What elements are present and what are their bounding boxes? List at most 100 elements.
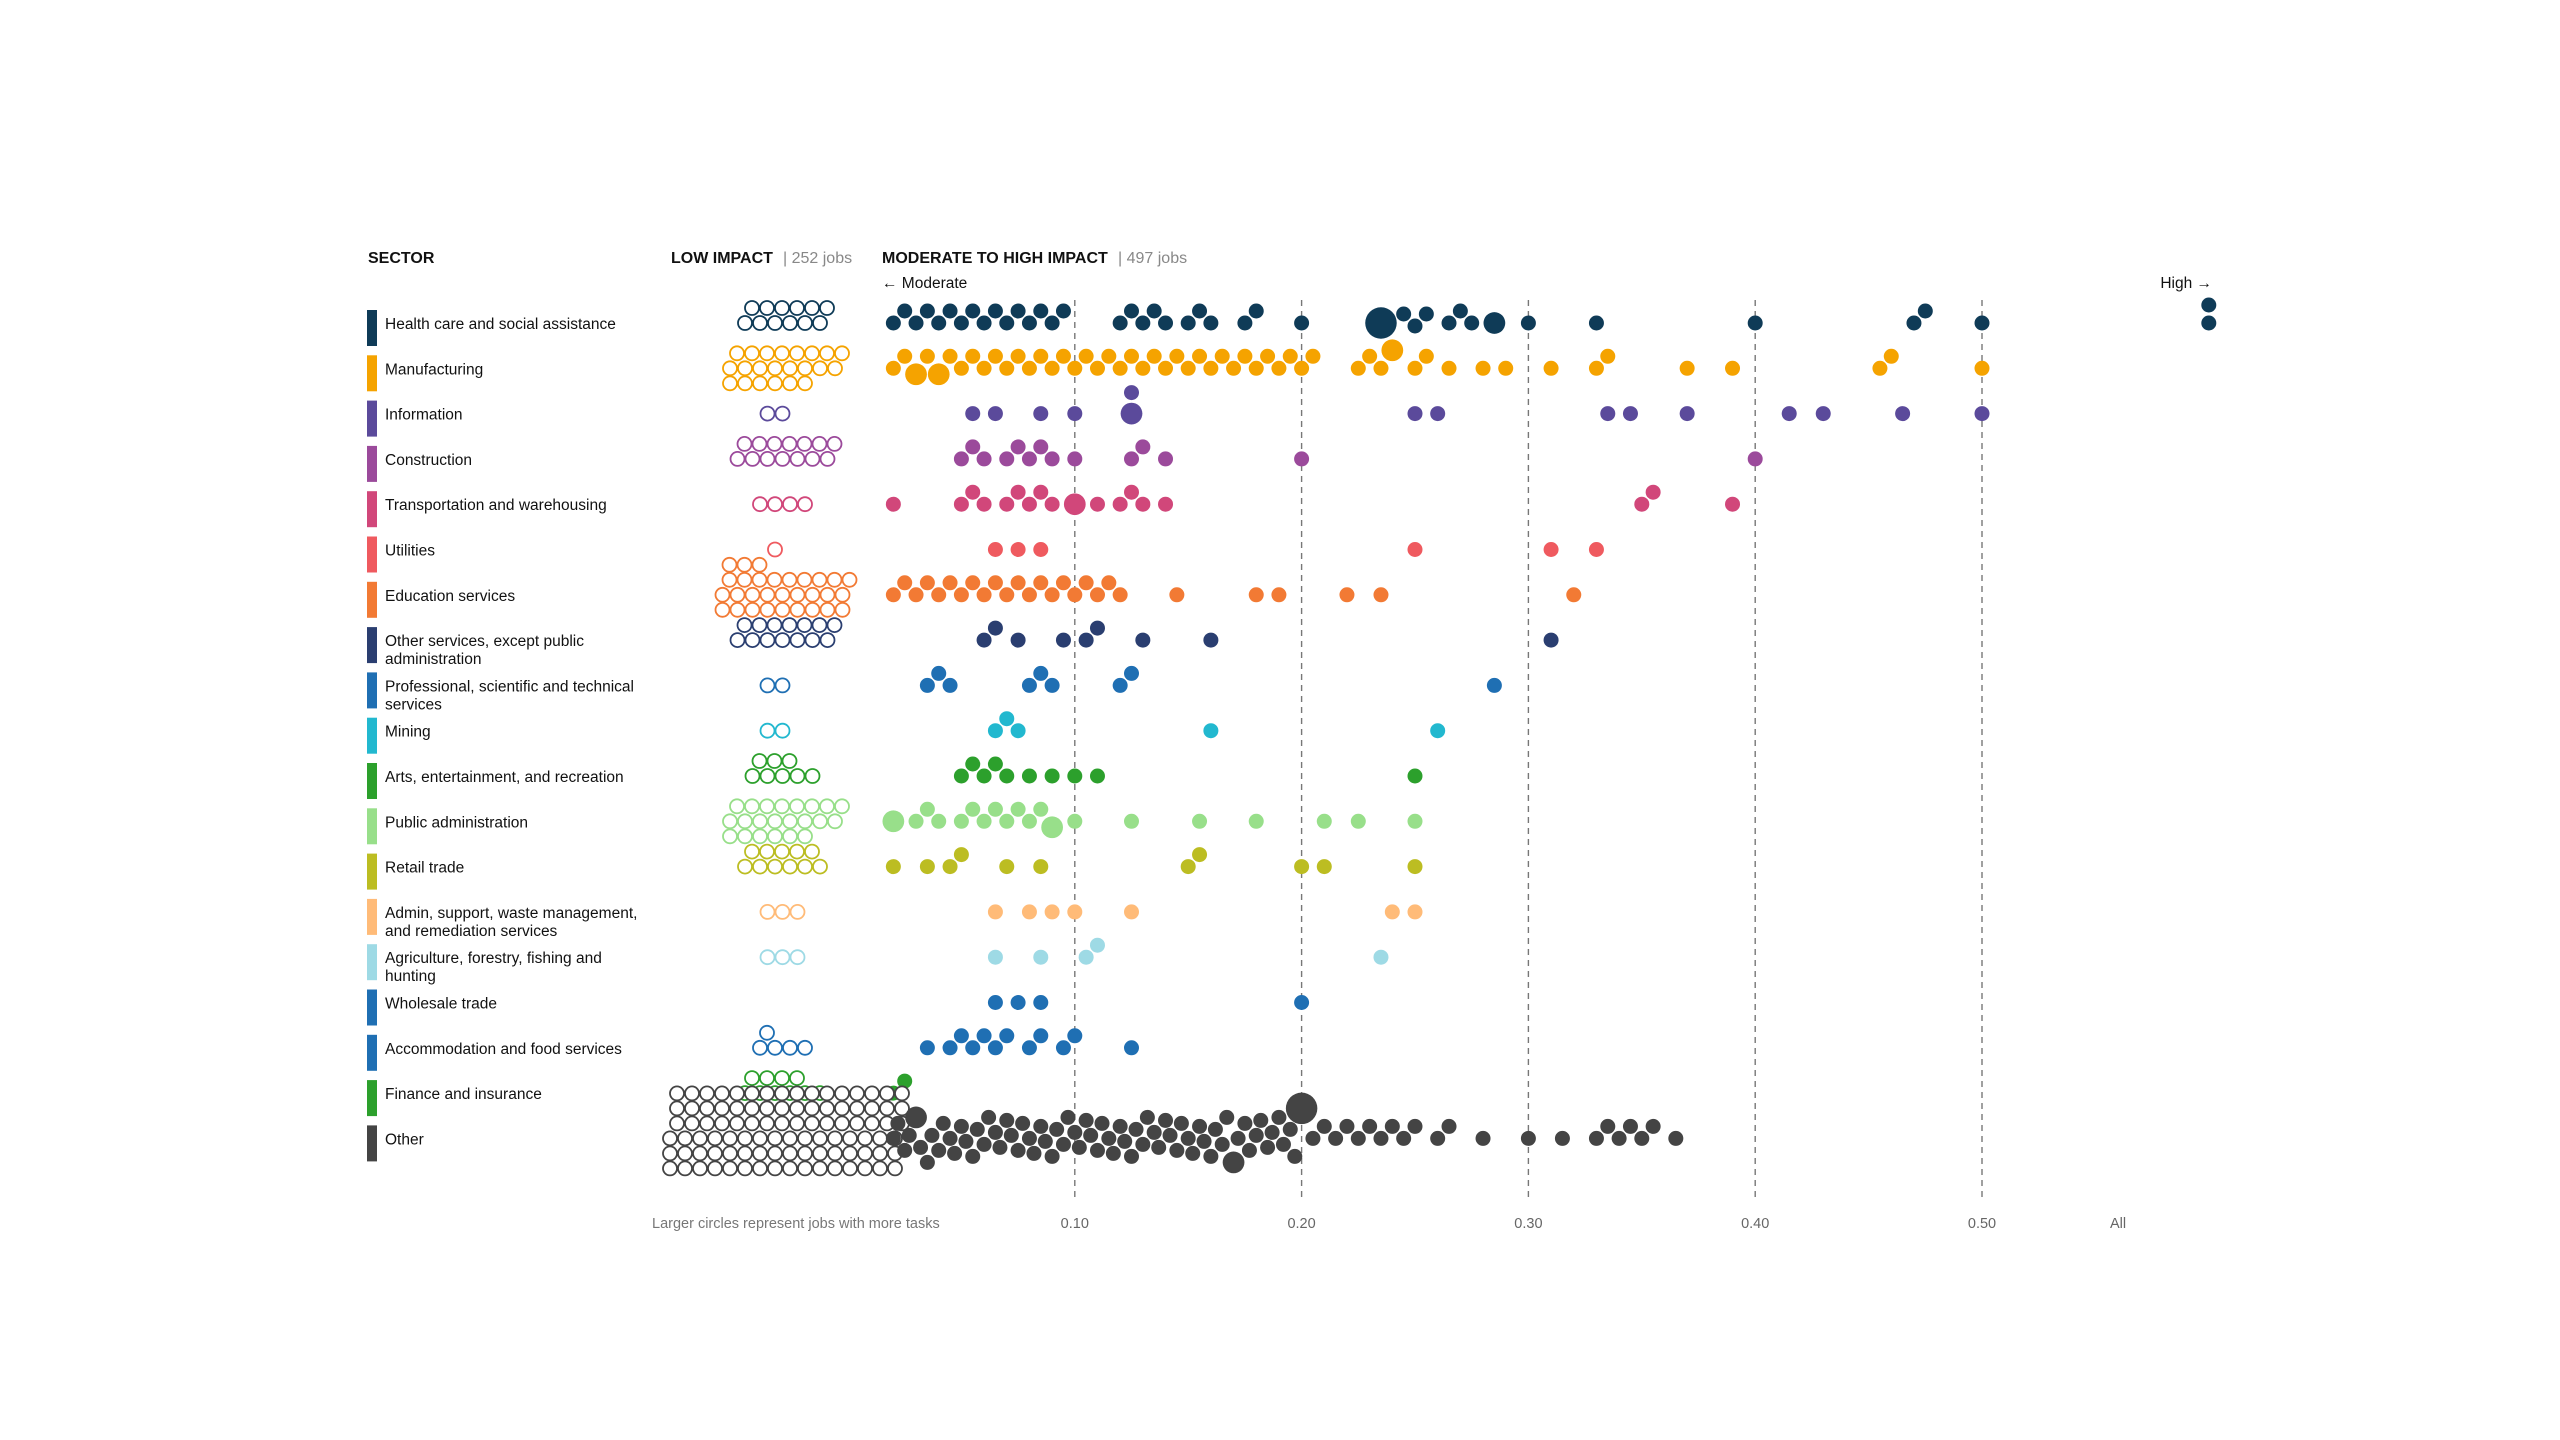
low-impact-job — [789, 1115, 805, 1132]
job-point — [1241, 1142, 1257, 1158]
sector-label: Professional, scientific and technical — [385, 678, 634, 695]
job-point — [1055, 348, 1071, 364]
job-point — [1407, 859, 1423, 875]
job-point — [1222, 1151, 1245, 1174]
job-point — [999, 859, 1015, 875]
job-point — [1645, 484, 1661, 500]
sector-row: Education services — [367, 556, 1582, 618]
low-impact-job — [767, 496, 783, 513]
low-impact-job — [752, 1130, 768, 1147]
job-point — [1339, 587, 1355, 603]
low-impact-job — [752, 1145, 768, 1162]
job-point — [1588, 542, 1604, 557]
low-impact-job — [789, 300, 805, 316]
job-point — [1305, 1130, 1321, 1146]
low-impact-job — [827, 1130, 843, 1147]
low-impact-job — [759, 405, 776, 422]
job-point — [1441, 360, 1457, 376]
job-point — [1464, 315, 1480, 331]
low-impact-job — [774, 450, 791, 467]
low-impact-job — [797, 1160, 813, 1177]
job-point — [1033, 665, 1049, 681]
job-point — [897, 348, 913, 364]
low-impact-job — [774, 345, 790, 362]
low-impact-job — [669, 1085, 685, 1102]
job-point — [1407, 542, 1423, 557]
low-impact-job — [864, 1085, 880, 1102]
job-point — [1287, 1148, 1303, 1164]
job-point — [931, 587, 947, 603]
low-impact-job — [736, 617, 753, 633]
sector-color-swatch — [367, 581, 377, 618]
low-impact-job — [737, 1145, 753, 1162]
low-impact-job — [722, 828, 738, 845]
job-point — [1264, 1124, 1280, 1140]
job-point — [1418, 348, 1434, 364]
low-impact-job — [707, 1130, 723, 1147]
low-impact-job — [782, 1145, 798, 1162]
low-impact-job — [744, 1070, 760, 1086]
low-impact-job — [744, 1085, 760, 1102]
sector-color-swatch — [367, 763, 377, 799]
job-point — [1475, 360, 1491, 376]
low-impact-job — [752, 360, 768, 377]
low-impact-job — [834, 798, 850, 815]
low-impact-job — [707, 1160, 723, 1177]
sector-row: Other — [367, 1085, 1684, 1177]
low-impact-job — [857, 1145, 873, 1162]
size-note: Larger circles represent jobs with more … — [652, 1216, 940, 1232]
low-impact-job — [872, 1130, 888, 1147]
low-impact-job — [774, 843, 790, 860]
job-point — [1328, 1130, 1344, 1146]
job-point — [1021, 813, 1037, 829]
job-point — [1452, 303, 1468, 319]
job-point — [1679, 360, 1695, 376]
job-point — [953, 1118, 969, 1134]
job-point — [987, 348, 1003, 364]
job-point — [897, 1142, 913, 1158]
low-impact-job — [767, 375, 783, 392]
low-impact-job — [864, 1115, 880, 1132]
low-impact-job — [767, 315, 783, 331]
low-impact-job — [796, 571, 813, 588]
job-point — [1044, 677, 1060, 693]
job-point — [1158, 315, 1174, 331]
low-impact-job — [722, 375, 738, 392]
job-point — [1203, 632, 1219, 648]
high-arrow-label: High → — [2160, 275, 2212, 292]
low-impact-job — [804, 300, 820, 316]
sector-color-swatch — [367, 536, 377, 573]
low-impact-job — [737, 1160, 753, 1177]
job-point — [1146, 348, 1162, 364]
low-impact-job — [781, 753, 798, 769]
job-point — [942, 303, 958, 319]
job-point — [1373, 1130, 1389, 1146]
job-point — [953, 496, 969, 512]
job-point — [1010, 439, 1026, 455]
job-point — [1021, 904, 1037, 920]
job-point — [919, 303, 935, 319]
low-impact-job — [811, 435, 828, 452]
job-point — [1543, 542, 1559, 557]
low-impact-job — [752, 858, 768, 875]
job-point — [976, 587, 992, 603]
job-point — [1384, 1118, 1400, 1134]
job-point — [1089, 620, 1105, 636]
low-impact-job — [759, 949, 776, 966]
low-impact-job — [766, 617, 783, 633]
sector-label: Wholesale trade — [385, 996, 497, 1013]
sector-label: Transportation and warehousing — [385, 497, 607, 514]
low-impact-job — [774, 1085, 790, 1102]
job-point — [999, 315, 1015, 331]
low-impact-job — [826, 571, 843, 588]
x-tick-label: 0.20 — [1287, 1216, 1315, 1232]
job-point — [1169, 348, 1185, 364]
job-point — [1158, 1112, 1174, 1128]
job-point — [1407, 360, 1423, 376]
job-point — [1101, 575, 1117, 591]
low-impact-job — [774, 405, 791, 422]
low-impact-job — [834, 1100, 850, 1117]
job-point — [976, 768, 992, 784]
low-impact-job — [737, 360, 753, 377]
low-impact-job — [872, 1160, 888, 1177]
